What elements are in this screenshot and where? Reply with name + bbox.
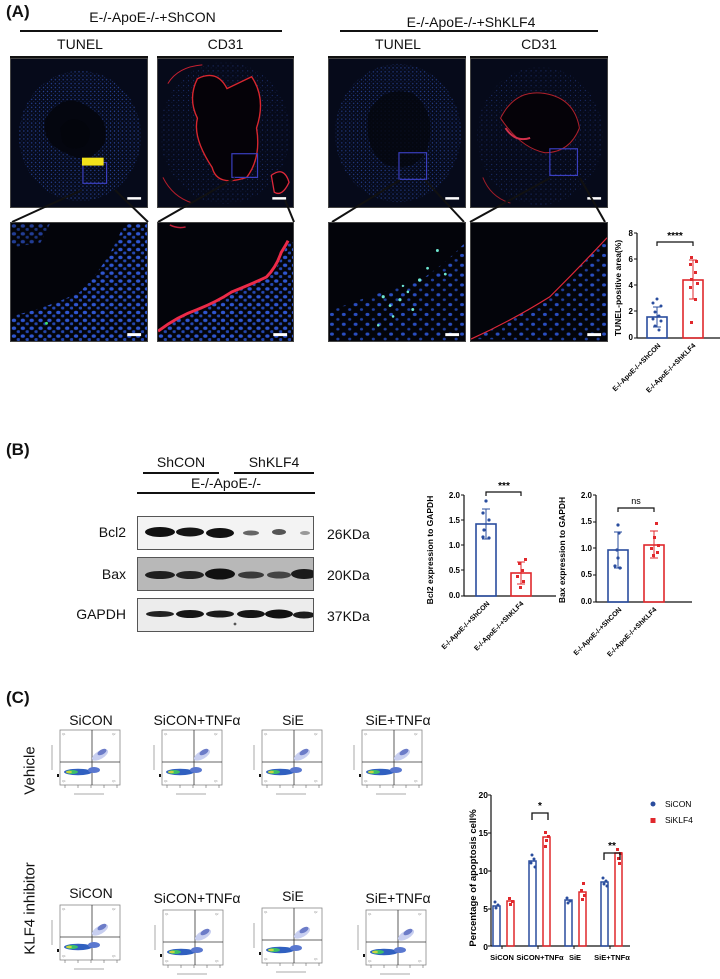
svg-text:SiE+TNFα: SiE+TNFα: [594, 953, 630, 962]
legend-sicon-label: SiCON: [665, 799, 691, 809]
svg-text:1.0: 1.0: [581, 544, 593, 553]
svg-text:0.0: 0.0: [581, 597, 593, 606]
svg-text:5: 5: [483, 904, 488, 914]
group-title-shcon: E-/-ApoE-/-+ShCON: [89, 9, 216, 25]
stain-label-tunel-2: TUNEL: [375, 36, 421, 52]
tunel-ylabel: TUNEL-positive area(%): [613, 240, 623, 337]
svg-text:**: **: [608, 841, 616, 852]
panel-c-label: (C): [6, 688, 30, 707]
stain-rule-cd31-2: [470, 56, 608, 58]
svg-text:2.0: 2.0: [581, 491, 593, 500]
blot-size-bcl2: 26KDa: [327, 526, 370, 542]
blot-size-gapdh: 37KDa: [327, 608, 370, 624]
svg-text:Bcl2 expression to GAPDH: Bcl2 expression to GAPDH: [425, 496, 435, 605]
flow-title-inhibitor-sie: SiE: [282, 888, 304, 904]
micrograph-cd31-shklf4-zoom: [470, 222, 608, 342]
blot-group-shcon: ShCON: [156, 454, 206, 470]
stain-rule-tunel-2: [328, 56, 466, 58]
stain-label-tunel-1: TUNEL: [57, 36, 103, 52]
svg-text:1.5: 1.5: [581, 517, 593, 526]
flow-title-inhibitor-sicon-tnfa: SiCON+TNFα: [153, 890, 241, 906]
flow-title-vehicle-sie-tnfa: SiE+TNFα: [365, 712, 431, 728]
blot-gapdh: [137, 598, 314, 632]
svg-text:10: 10: [479, 866, 489, 876]
legend-sicon-marker: [650, 801, 656, 807]
svg-text:ns: ns: [631, 496, 641, 506]
blot-size-bax: 20KDa: [327, 567, 370, 583]
svg-text:1.0: 1.0: [449, 541, 461, 550]
chart-bax-expression: Bax expression to GAPDH 2.0 1.5 1.0 0.5 …: [556, 480, 720, 670]
blot-rule-shklf4: [234, 472, 314, 474]
svg-text:SiCON: SiCON: [490, 953, 514, 962]
svg-text:1.5: 1.5: [449, 516, 461, 525]
micrograph-cd31-shcon-zoom: [157, 222, 294, 342]
svg-text:6: 6: [629, 255, 634, 264]
svg-text:2.0: 2.0: [449, 491, 461, 500]
stain-rule-cd31-1: [157, 56, 294, 58]
flow-title-vehicle-sie: SiE: [282, 712, 304, 728]
blot-bax: [137, 557, 314, 591]
flow-title-inhibitor-sicon: SiCON: [69, 885, 113, 901]
flow-title-vehicle-sicon-tnfa: SiCON+TNFα: [153, 712, 241, 728]
stain-label-cd31-1: CD31: [207, 36, 244, 52]
chart-bcl2-expression: Bcl2 expression to GAPDH 2.0 1.5 1.0 0.5…: [420, 480, 560, 670]
group-title-shklf4: E-/-ApoE-/-+ShKLF4: [406, 14, 536, 30]
blot-bcl2: [137, 516, 314, 550]
svg-text:0.5: 0.5: [581, 570, 593, 579]
tunel-significance: ****: [667, 231, 683, 242]
group-rule-shcon: [20, 30, 282, 32]
zoom-connector-lines: [11, 177, 606, 223]
blot-label-bcl2: Bcl2: [98, 524, 126, 540]
svg-text:SiE: SiE: [569, 953, 581, 962]
chart-tunel-positive-area: TUNEL-positive area(%) 8 6 4 2 0: [606, 218, 720, 408]
svg-text:***: ***: [498, 481, 510, 492]
panel-a-label: (A): [6, 2, 30, 21]
svg-text:Bax expression to GAPDH: Bax expression to GAPDH: [557, 497, 567, 603]
svg-text:20: 20: [479, 790, 489, 800]
svg-text:Percentage of apoptosis cell%: Percentage of apoptosis cell%: [468, 809, 479, 947]
micrograph-tunel-shklf4-zoom: [328, 222, 466, 342]
blot-rule-strain: [137, 492, 315, 494]
svg-text:8: 8: [629, 229, 634, 238]
svg-text:15: 15: [479, 828, 489, 838]
group-rule-shklf4: [340, 30, 598, 32]
svg-text:0.0: 0.0: [449, 591, 461, 600]
blot-label-gapdh: GAPDH: [76, 606, 126, 622]
svg-text:0: 0: [483, 942, 488, 952]
blot-rule-shcon: [143, 472, 219, 474]
legend-siklf4-label: SiKLF4: [665, 815, 693, 825]
svg-text:SiCON+TNFα: SiCON+TNFα: [516, 953, 564, 962]
blot-label-bax: Bax: [101, 566, 126, 582]
micrograph-cd31-shcon-overview: [157, 58, 294, 208]
flow-title-inhibitor-sie-tnfa: SiE+TNFα: [365, 890, 431, 906]
panel-b-label: (B): [6, 440, 30, 459]
svg-text:0.5: 0.5: [449, 566, 461, 575]
micrograph-tunel-shcon-overview: [10, 58, 148, 208]
svg-text:2: 2: [629, 307, 634, 316]
blot-strain-label: E-/-ApoE-/-: [190, 475, 261, 491]
legend-siklf4-marker: [650, 818, 656, 823]
micrograph-tunel-shcon-zoom: [10, 222, 148, 342]
stain-rule-tunel-1: [10, 56, 148, 58]
stain-label-cd31-2: CD31: [521, 36, 557, 52]
svg-text:4: 4: [629, 281, 634, 290]
blot-group-shklf4: ShKLF4: [248, 454, 300, 470]
chart-apoptosis-percentage: Percentage of apoptosis cell% 20 15 10 5…: [462, 780, 720, 979]
svg-text:0: 0: [629, 333, 634, 342]
flow-title-vehicle-sicon: SiCON: [69, 712, 113, 728]
svg-text:*: *: [538, 801, 542, 812]
